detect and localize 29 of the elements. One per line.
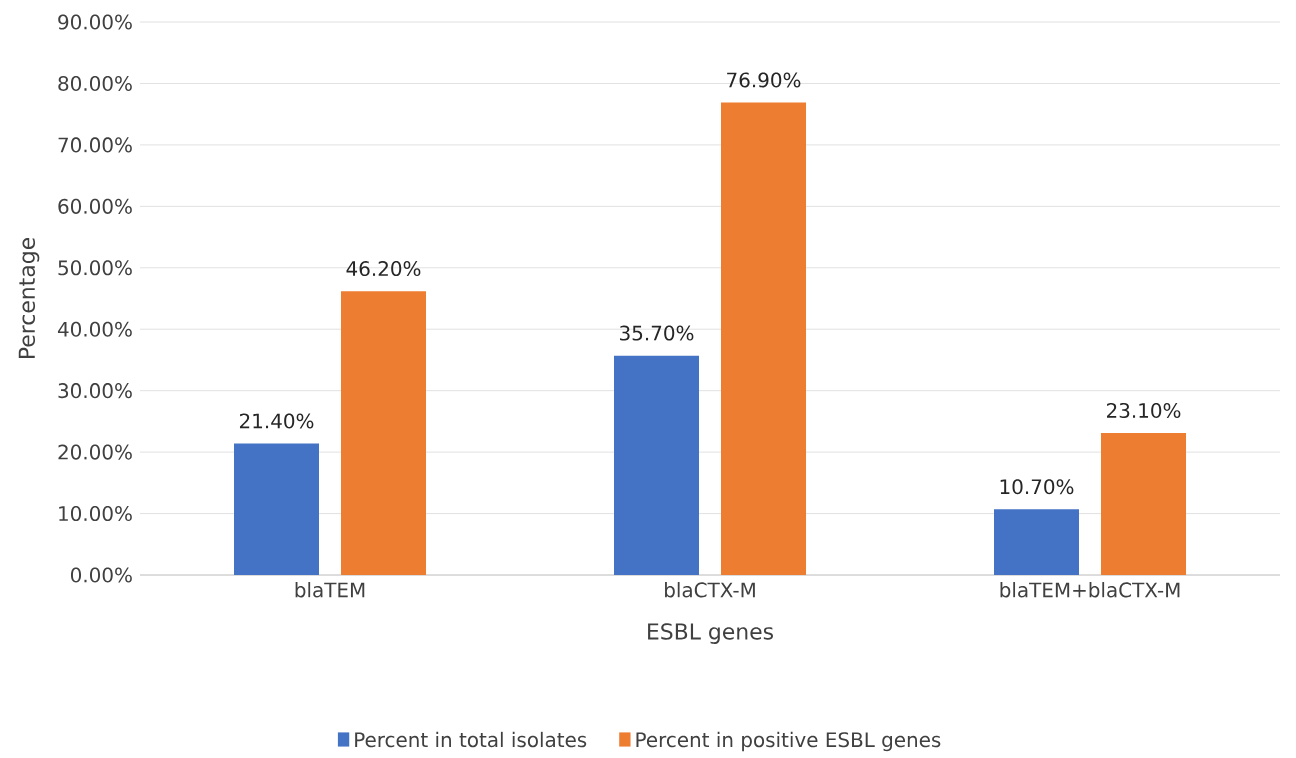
bar	[721, 102, 807, 576]
legend-label: Percent in total isolates	[355, 731, 587, 748]
x-tick-label: blaTEM+blaCTX-M	[1000, 582, 1180, 598]
y-tick-label: 80.00%	[58, 75, 132, 92]
y-tick-label: 40.00%	[57, 321, 132, 337]
legend-label: Percent in positive ESBL genes	[636, 731, 941, 752]
data-label: 35.70%	[620, 325, 694, 341]
y-axis-title: Percentage	[18, 238, 40, 359]
y-tick-label: 0.00%	[70, 567, 132, 583]
y-tick-label: 30.00%	[58, 383, 132, 399]
y-tick-label: 60.00%	[58, 198, 132, 214]
y-tick-label: 20.00%	[58, 444, 132, 460]
data-label: 10.70%	[1000, 479, 1074, 495]
bar	[341, 291, 426, 576]
data-label: 76.90%	[727, 72, 801, 88]
y-tick-label: 70.00%	[58, 137, 132, 153]
y-tick-label: 10.00%	[59, 506, 132, 522]
data-label: 23.10%	[1106, 402, 1181, 419]
bar	[234, 443, 319, 576]
bar	[1101, 433, 1187, 576]
data-label: 46.20%	[346, 261, 421, 277]
y-tick-label: 90.00%	[58, 14, 132, 30]
bar	[994, 509, 1080, 576]
x-axis-title: ESBL genes	[648, 623, 773, 645]
x-tick-label: blaCTX-M	[665, 582, 755, 598]
bar	[614, 355, 700, 576]
x-tick-label: blaTEM	[295, 582, 365, 598]
y-tick-label: 50.00%	[58, 260, 132, 276]
data-label: 21.40%	[239, 413, 314, 429]
